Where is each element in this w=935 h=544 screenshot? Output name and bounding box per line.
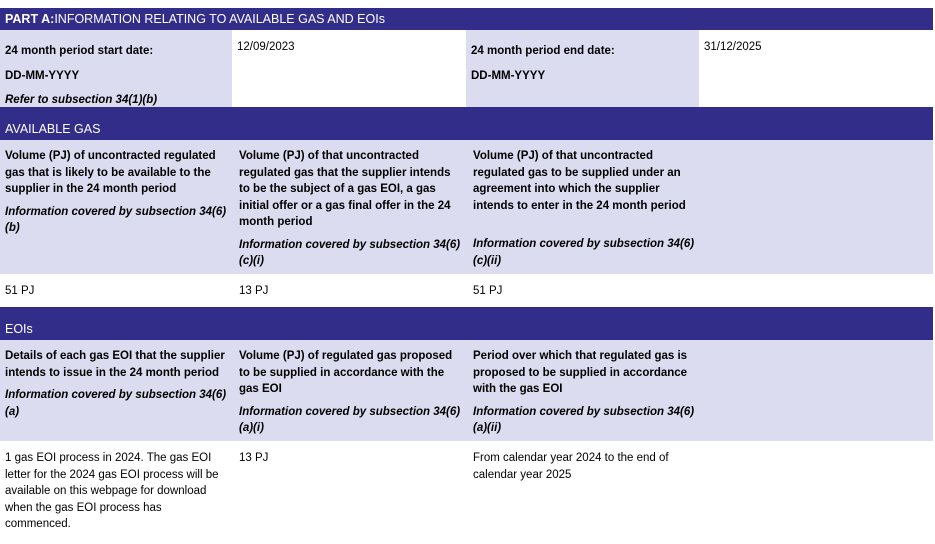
start-date-format: DD-MM-YYYY xyxy=(5,69,80,82)
available-gas-value-cell: 51 PJ xyxy=(0,274,234,307)
eoi-column: Details of each gas EOI that the supplie… xyxy=(0,340,234,441)
end-date-label: 24 month period end date: xyxy=(471,45,615,57)
cell-value: 51 PJ xyxy=(473,285,503,297)
end-date-label-cell: 24 month period end date: DD-MM-YYYY xyxy=(466,30,699,107)
cell-value: 1 gas EOI process in 2024. The gas EOI l… xyxy=(5,452,219,530)
column-heading: Volume (PJ) of that uncontracted regulat… xyxy=(473,150,686,212)
cell-value: From calendar year 2024 to the end of ca… xyxy=(473,452,669,481)
empty-heading-cell xyxy=(702,340,933,441)
available-gas-column: Volume (PJ) of that uncontracted regulat… xyxy=(234,140,468,274)
column-heading: Volume (PJ) of regulated gas proposed to… xyxy=(239,350,453,395)
available-gas-column: Volume (PJ) of that uncontracted regulat… xyxy=(468,140,702,274)
eoi-value-cell: From calendar year 2024 to the end of ca… xyxy=(468,441,702,541)
start-date-label: 24 month period start date: xyxy=(5,45,154,57)
end-date-value-cell: 31/12/2025 xyxy=(699,30,933,107)
available-gas-value-cell: 51 PJ xyxy=(468,274,702,307)
eoi-value-cell: 1 gas EOI process in 2024. The gas EOI l… xyxy=(0,441,234,541)
part-a-title: INFORMATION RELATING TO AVAILABLE GAS AN… xyxy=(54,12,385,26)
eois-title: EOIs xyxy=(5,321,33,336)
cell-value: 13 PJ xyxy=(239,452,269,464)
subsection-reference: Information covered by subsection 34(6)(… xyxy=(473,405,695,435)
subsection-reference: Information covered by subsection 34(6)(… xyxy=(473,238,695,267)
subsection-reference: Information covered by subsection 34(6)(… xyxy=(5,389,227,418)
eoi-value-cell: 13 PJ xyxy=(234,441,468,541)
subsection-reference: Information covered by subsection 34(6)(… xyxy=(239,238,461,268)
cell-value: 13 PJ xyxy=(239,285,269,297)
part-a-header: PART A: INFORMATION RELATING TO AVAILABL… xyxy=(0,8,933,30)
available-gas-title: AVAILABLE GAS xyxy=(5,121,101,136)
column-heading: Volume (PJ) of uncontracted regulated ga… xyxy=(5,150,216,195)
available-gas-column: Volume (PJ) of uncontracted regulated ga… xyxy=(0,140,234,274)
available-gas-header: AVAILABLE GAS xyxy=(0,107,933,140)
start-date-value: 12/09/2023 xyxy=(237,41,295,53)
column-heading: Period over which that regulated gas is … xyxy=(473,350,688,395)
column-heading: Details of each gas EOI that the supplie… xyxy=(5,350,225,379)
end-date-format: DD-MM-YYYY xyxy=(471,69,546,82)
end-date-value: 31/12/2025 xyxy=(704,41,762,53)
start-date-label-cell: 24 month period start date: DD-MM-YYYY R… xyxy=(0,30,232,107)
subsection-reference: Information covered by subsection 34(6)(… xyxy=(5,205,227,235)
eoi-column: Period over which that regulated gas is … xyxy=(468,340,702,441)
subsection-reference: Information covered by subsection 34(6)(… xyxy=(239,405,461,435)
part-a-prefix: PART A: xyxy=(5,12,55,26)
start-date-reference: Refer to subsection 34(1)(b) xyxy=(5,94,158,106)
eoi-column: Volume (PJ) of regulated gas proposed to… xyxy=(234,340,468,441)
empty-heading-cell xyxy=(702,140,933,274)
start-date-value-cell: 12/09/2023 xyxy=(232,30,466,107)
available-gas-value-cell: 13 PJ xyxy=(234,274,468,307)
cell-value: 51 PJ xyxy=(5,285,35,297)
eois-header: EOIs xyxy=(0,307,933,340)
column-heading: Volume (PJ) of that uncontracted regulat… xyxy=(239,150,451,228)
